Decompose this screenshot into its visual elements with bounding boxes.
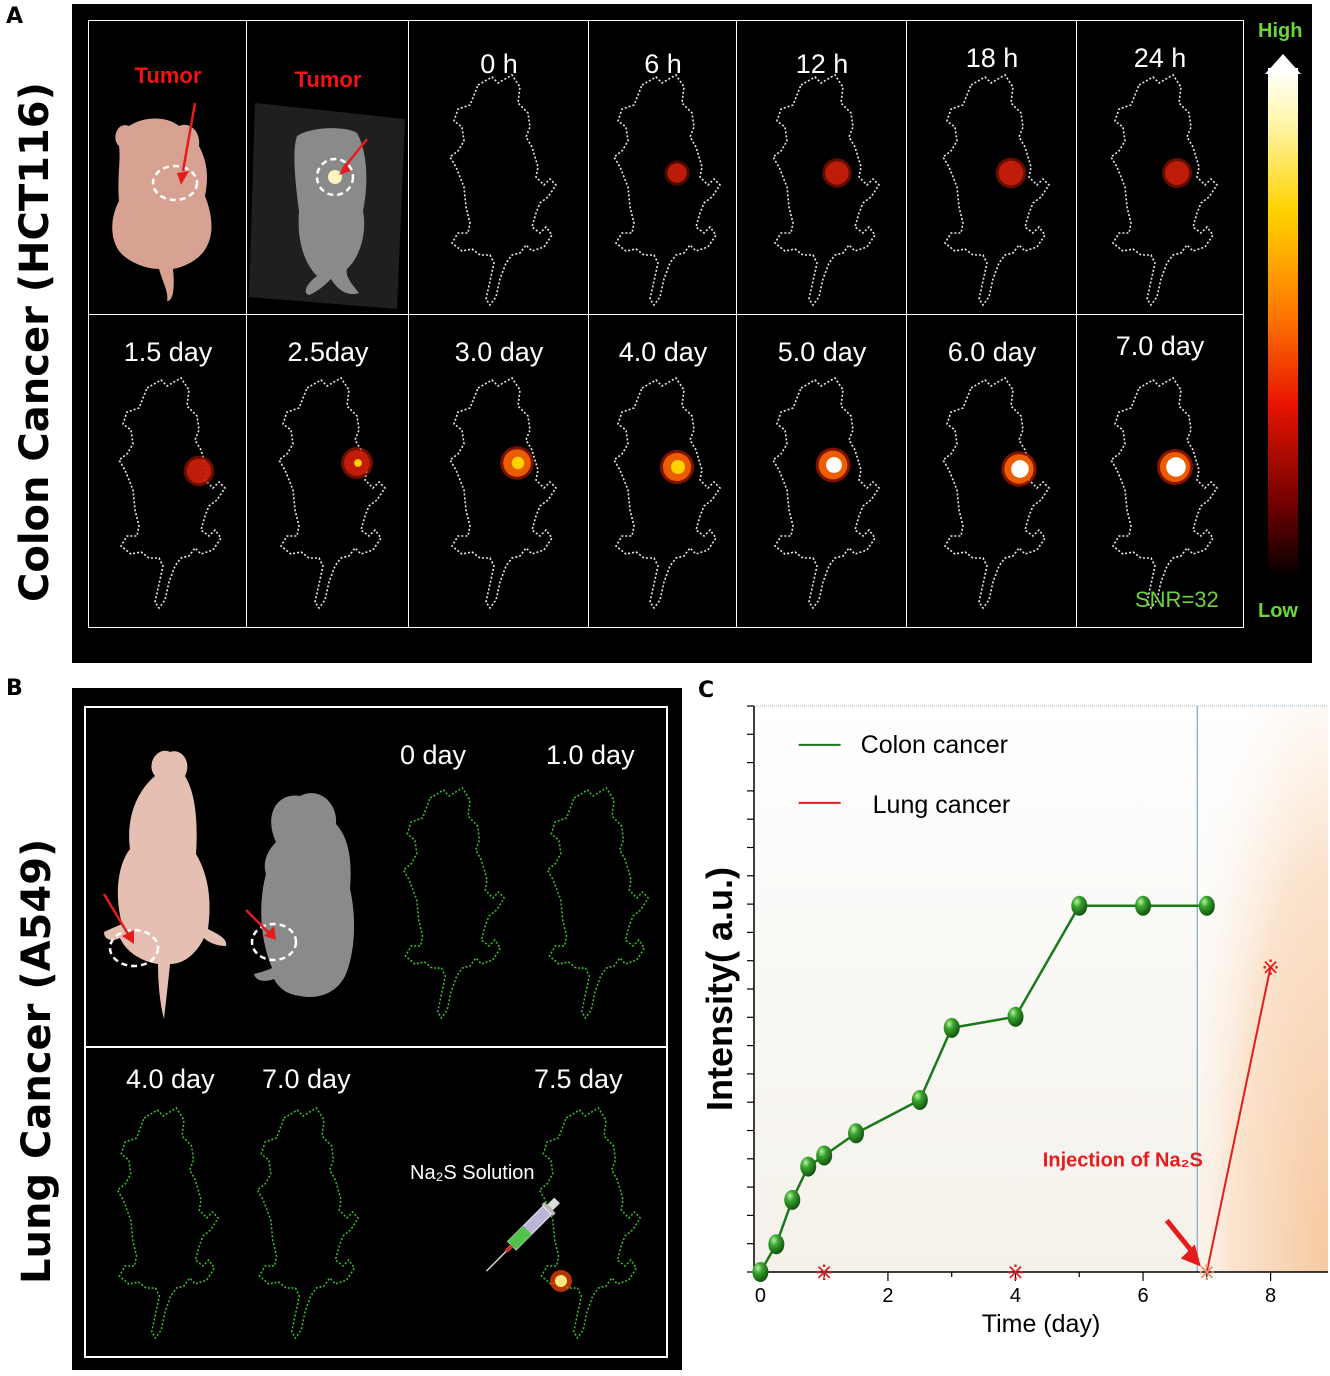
tumor-signal bbox=[550, 1270, 572, 1292]
solution-label: Na₂S Solution bbox=[410, 1162, 535, 1184]
mouse-outline bbox=[546, 786, 650, 1020]
panel-a-photo-cell: Tumor bbox=[88, 20, 248, 316]
panel-b-bottom-frame bbox=[84, 1046, 668, 1358]
time-label: 6 h bbox=[644, 49, 682, 79]
y-axis-label: Intensity( a.u.) bbox=[699, 867, 740, 1111]
time-label: 0 day bbox=[400, 740, 467, 770]
legend-label-colon: Colon cancer bbox=[861, 731, 1008, 759]
panel-a-cell-6.0day: 6.0 day bbox=[906, 314, 1078, 628]
panel-c-letter: C bbox=[698, 678, 715, 703]
colon-data-point bbox=[1198, 895, 1215, 916]
panel-b-side-label: Lung Cancer (A549) bbox=[14, 838, 60, 1284]
colon-data-point bbox=[911, 1089, 928, 1110]
panel-a-cell-1.5day: 1.5 day bbox=[88, 314, 248, 628]
injection-shade bbox=[1197, 706, 1328, 1272]
colon-data-point bbox=[800, 1156, 817, 1177]
colorbar bbox=[1268, 68, 1298, 578]
mouse-outline bbox=[1109, 376, 1219, 610]
panel-b-gray-photo bbox=[245, 793, 355, 998]
time-label: 18 h bbox=[965, 43, 1019, 73]
panel-a-cell-3.0day: 3.0 day bbox=[408, 314, 590, 628]
mouse-outline bbox=[402, 786, 506, 1020]
lung-data-point: ※ bbox=[1198, 1260, 1216, 1285]
panel-a-cell-5.0day: 5.0 day bbox=[736, 314, 908, 628]
legend-label-lung: Lung cancer bbox=[873, 791, 1011, 819]
x-tick-label: 0 bbox=[755, 1285, 766, 1307]
lung-series-line bbox=[1205, 966, 1272, 1273]
colon-data-point bbox=[784, 1189, 801, 1210]
intensity-chart: 0 2 4 6 8 Time (day) Intensity( a.u.) ※ ※ ※ ※ Colon… bbox=[699, 705, 1328, 1338]
colorbar-low-label: Low bbox=[1258, 600, 1298, 622]
time-label: 4.0 day bbox=[618, 337, 708, 367]
time-label: 5.0 day bbox=[777, 337, 867, 367]
colorbar-arrow-icon bbox=[1265, 54, 1301, 74]
colon-data-point bbox=[943, 1017, 960, 1038]
panel-a-cell-0h: 0 h bbox=[408, 20, 590, 316]
time-label: 7.0 day bbox=[262, 1064, 351, 1094]
mouse-outline bbox=[771, 376, 881, 610]
panel-a-letter: A bbox=[6, 4, 24, 29]
time-label: 3.0 day bbox=[454, 337, 544, 367]
colon-data-point bbox=[768, 1234, 785, 1255]
time-label: 7.0 day bbox=[1115, 331, 1205, 361]
x-axis-label: Time (day) bbox=[982, 1310, 1101, 1338]
mouse-outline bbox=[277, 376, 387, 610]
panel-b-mouse-photo bbox=[102, 750, 227, 1019]
tumor-label: Tumor bbox=[294, 67, 362, 92]
mouse-outline bbox=[612, 376, 722, 610]
panel-a-xray-cell: Tumor bbox=[246, 20, 410, 316]
mouse-outline bbox=[448, 73, 558, 307]
panel-a-cell-12h: 12 h bbox=[736, 20, 908, 316]
syringe-icon bbox=[485, 1197, 560, 1272]
colon-data-point bbox=[1007, 1006, 1024, 1027]
mouse-outline bbox=[256, 1106, 360, 1340]
time-label: 1.5 day bbox=[123, 337, 213, 367]
lung-data-point: ※ bbox=[815, 1260, 833, 1285]
x-tick-label: 8 bbox=[1265, 1285, 1276, 1307]
lung-data-point: ※ bbox=[1261, 955, 1279, 980]
mouse-outline bbox=[1109, 73, 1219, 307]
mouse-outline bbox=[771, 73, 881, 307]
panel-a-cell-18h: 18 h bbox=[906, 20, 1078, 316]
x-tick-label: 4 bbox=[1010, 1285, 1021, 1307]
panel-a-cell-6h: 6 h bbox=[588, 20, 738, 316]
time-label: 4.0 day bbox=[126, 1064, 215, 1094]
snr-label: SNR=32 bbox=[1135, 587, 1219, 612]
colon-data-point bbox=[848, 1123, 865, 1144]
time-label: 6.0 day bbox=[947, 337, 1037, 367]
mouse-fluorescence-photo bbox=[249, 103, 405, 309]
time-label: 1.0 day bbox=[546, 740, 635, 770]
mouse-outline bbox=[941, 73, 1051, 307]
time-label: 12 h bbox=[795, 49, 849, 79]
x-tick-label: 6 bbox=[1137, 1285, 1148, 1307]
mouse-outline bbox=[941, 376, 1051, 610]
x-tick-label: 2 bbox=[882, 1285, 893, 1307]
colon-data-point bbox=[816, 1145, 833, 1166]
panel-a-cell-4.0day: 4.0 day bbox=[588, 314, 738, 628]
mouse-outline bbox=[612, 73, 722, 307]
mouse-photo bbox=[112, 102, 212, 301]
panel-a-cell-7.0day: 7.0 day SNR=32 bbox=[1076, 314, 1244, 628]
panel-a-cell-24h: 24 h bbox=[1076, 20, 1244, 316]
time-label: 0 h bbox=[480, 49, 518, 79]
time-label: 7.5 day bbox=[534, 1064, 623, 1094]
colon-data-point bbox=[1071, 895, 1088, 916]
annotation-arrow bbox=[1164, 1218, 1195, 1255]
panel-a-side-label: Colon Cancer (HCT116) bbox=[12, 82, 58, 602]
colon-data-point bbox=[1135, 895, 1152, 916]
mouse-outline bbox=[116, 1106, 220, 1340]
colorbar-high-label: High bbox=[1258, 20, 1303, 42]
annotation-arrowhead bbox=[1180, 1244, 1201, 1267]
time-label: 2.5day bbox=[287, 337, 369, 367]
annotation-label: Injection of Na₂S bbox=[1043, 1150, 1203, 1172]
mouse-outline bbox=[448, 376, 558, 610]
panel-b-letter: B bbox=[6, 676, 23, 701]
time-label: 24 h bbox=[1133, 43, 1187, 73]
mouse-outline bbox=[117, 376, 227, 610]
colon-data-point bbox=[752, 1262, 769, 1282]
tumor-label: Tumor bbox=[134, 63, 202, 88]
panel-a-cell-2.5day: 2.5day bbox=[246, 314, 410, 628]
lung-data-point: ※ bbox=[1006, 1260, 1024, 1285]
